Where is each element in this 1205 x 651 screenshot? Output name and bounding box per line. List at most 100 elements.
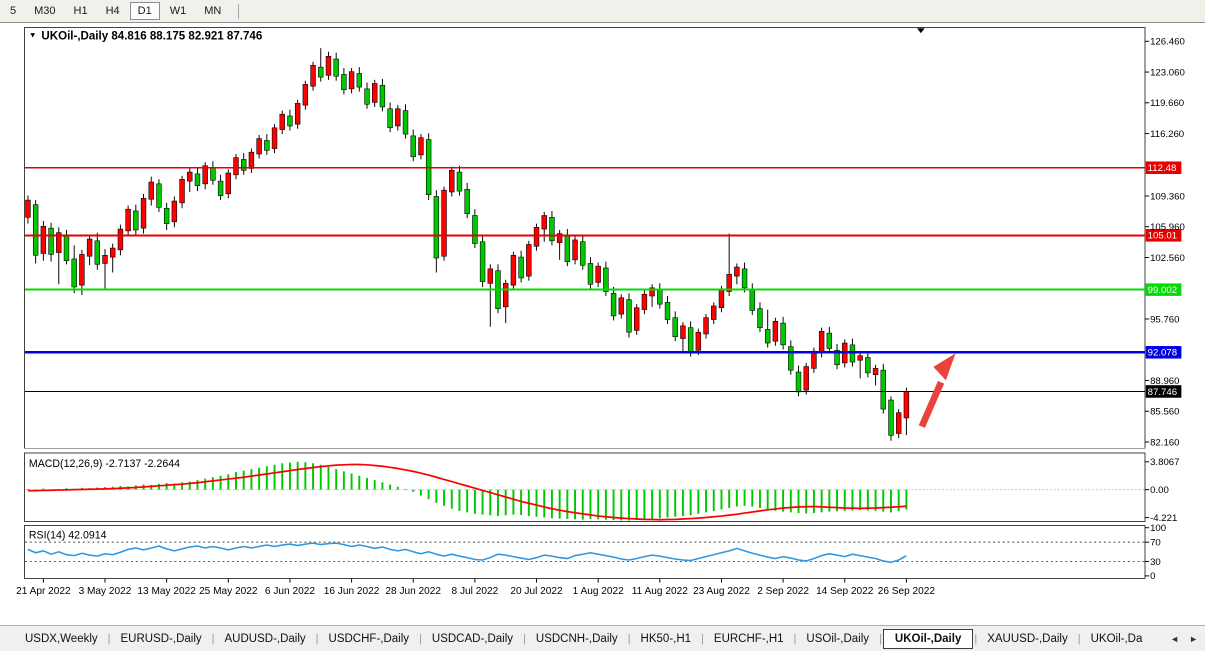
rsi-line xyxy=(27,542,907,564)
tab-ukoil-daily[interactable]: UKOil-,Daily xyxy=(882,628,974,649)
candlesticks xyxy=(25,48,910,441)
tab-separator: | xyxy=(793,632,797,645)
candle-up xyxy=(79,254,85,286)
candle-down xyxy=(687,327,694,353)
candle-down xyxy=(402,110,409,135)
candle-up xyxy=(703,317,709,335)
candle-up xyxy=(541,215,547,230)
date-tick-label: 21 Apr 2022 xyxy=(16,586,71,597)
symbol-tabbar: USDX,Weekly | EURUSD-,Daily | AUDUSD-,Daily |… xyxy=(0,625,1205,651)
tab-usdcad-daily[interactable]: USDCAD-,Daily xyxy=(431,632,514,645)
candle-down xyxy=(479,241,486,282)
tabs-scroll-left-icon[interactable]: ◄ xyxy=(1170,633,1180,644)
chart-canvas[interactable]: 112.48 105.01 99.002 92.078 87.746 126.460 123… xyxy=(0,23,1205,625)
timeframe-toolbar: 5 M30 H1 H4 D1 W1 MN xyxy=(0,0,1205,23)
tab-usdchf-daily[interactable]: USDCHF-,Daily xyxy=(328,632,410,645)
candle-down xyxy=(356,73,362,88)
candle-up xyxy=(633,307,640,331)
candle-down xyxy=(603,267,609,292)
candle-up xyxy=(734,266,740,277)
candle-up xyxy=(325,56,332,76)
tab-separator: | xyxy=(315,632,319,645)
candle-up xyxy=(117,228,124,251)
candle-down xyxy=(664,302,671,320)
tab-xauusd-daily[interactable]: XAUUSD-,Daily xyxy=(987,632,1068,645)
candle-down xyxy=(194,173,201,186)
candle-down xyxy=(364,88,370,105)
candle-up xyxy=(171,200,178,223)
tf-button-m30[interactable]: M30 xyxy=(26,2,63,20)
tab-separator: | xyxy=(701,632,704,645)
candle-down xyxy=(410,135,416,158)
price-tick-label: 95.760 xyxy=(1150,314,1179,325)
candle-down xyxy=(217,180,224,196)
candle-up xyxy=(302,84,309,106)
candle-up xyxy=(56,232,62,253)
tab-usdx-weekly[interactable]: USDX,Weekly xyxy=(25,632,98,645)
tf-button-m5[interactable]: 5 xyxy=(2,2,24,20)
tab-separator: | xyxy=(879,632,882,645)
tab-usoil-daily[interactable]: USOil-,Daily xyxy=(806,632,870,645)
candle-down xyxy=(834,349,840,366)
candle-up xyxy=(110,247,116,258)
candle-up xyxy=(718,289,725,309)
candle-down xyxy=(518,256,524,279)
candle-down xyxy=(456,171,463,192)
candle-up xyxy=(294,103,301,125)
candle-up xyxy=(556,233,563,243)
candle-up xyxy=(256,138,262,155)
candle-down xyxy=(749,289,755,311)
tf-button-h4[interactable]: H4 xyxy=(98,2,128,20)
candle-up xyxy=(187,171,193,182)
arrow-head xyxy=(933,353,956,381)
tab-hk50-h1[interactable]: HK50-,H1 xyxy=(640,632,692,645)
horizontal-level-lines[interactable] xyxy=(25,166,1145,392)
tab-eurchf-h1[interactable]: EURCHF-,H1 xyxy=(713,632,784,645)
candle-down xyxy=(133,210,139,231)
candle-up xyxy=(695,331,702,351)
price-tick-label: 116.260 xyxy=(1150,129,1184,140)
candle-down xyxy=(788,346,794,371)
tf-button-mn[interactable]: MN xyxy=(196,2,229,20)
candle-down xyxy=(163,207,170,224)
tf-button-w1[interactable]: W1 xyxy=(162,2,195,20)
candle-up xyxy=(803,366,809,391)
tabs-scroll-right-icon[interactable]: ► xyxy=(1189,633,1198,644)
scroll-to-end-marker-icon[interactable] xyxy=(916,28,925,34)
candle-up xyxy=(572,239,578,261)
date-tick-label: 28 Jun 2022 xyxy=(385,586,441,597)
candle-down xyxy=(318,66,324,78)
macd-tick-label: 0.00 xyxy=(1150,485,1169,496)
candle-down xyxy=(564,235,571,262)
macd-signal-line xyxy=(27,463,907,521)
tab-usdcnh-daily[interactable]: USDCNH-,Daily xyxy=(535,632,618,645)
candle-up xyxy=(533,226,540,247)
chart-title-marker-icon[interactable]: ▼ xyxy=(29,30,37,39)
candle-up xyxy=(895,412,902,434)
candle-down xyxy=(672,317,678,337)
macd-tick-label: 3.8067 xyxy=(1150,457,1179,468)
trend-arrow-annotation[interactable] xyxy=(918,353,956,428)
date-tick-label: 20 Jul 2022 xyxy=(510,586,563,597)
tf-button-h1[interactable]: H1 xyxy=(66,2,96,20)
price-tick-label: 126.460 xyxy=(1150,37,1185,48)
tab-separator: | xyxy=(1077,632,1081,645)
price-tick-label: 105.960 xyxy=(1150,222,1185,233)
candle-up xyxy=(418,137,424,156)
candle-up xyxy=(811,350,817,369)
candle-up xyxy=(179,179,185,204)
candle-up xyxy=(903,391,910,419)
date-tick-label: 26 Sep 2022 xyxy=(878,586,936,597)
tf-button-d1[interactable]: D1 xyxy=(129,2,160,20)
rsi-tick-label: 100 xyxy=(1150,523,1166,534)
tab-ukoil-da[interactable]: UKOil-,Da xyxy=(1090,632,1143,645)
candle-down xyxy=(94,240,100,265)
candle-up xyxy=(140,198,147,229)
tab-eurusd-daily[interactable]: EURUSD-,Daily xyxy=(120,632,202,645)
tab-audusd-daily[interactable]: AUDUSD-,Daily xyxy=(224,632,306,645)
rsi-indicator xyxy=(25,541,1145,564)
candle-down xyxy=(888,399,894,436)
date-tick-label: 8 Jul 2022 xyxy=(452,586,499,597)
candle-down xyxy=(156,183,162,208)
candle-up xyxy=(40,226,47,254)
